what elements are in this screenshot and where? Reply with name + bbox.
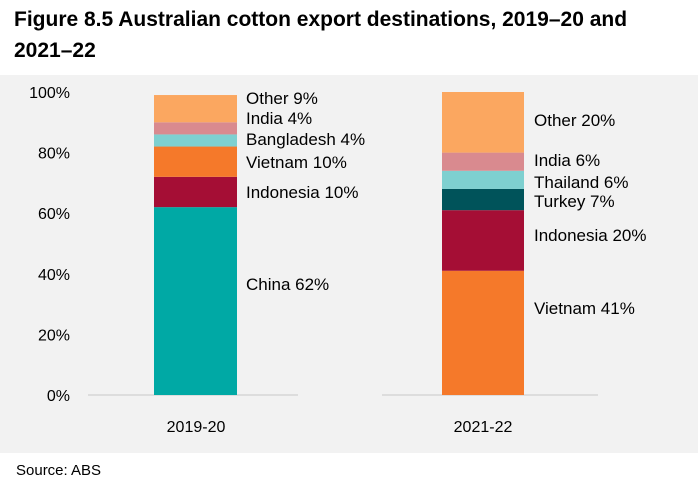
plot-area (0, 75, 698, 453)
bar-segment-2021-22-indonesia-20 (442, 210, 524, 271)
data-label-2019-20-india-4: India 4% (246, 109, 312, 128)
y-tick-label-40: 40% (38, 267, 70, 284)
data-label-2019-20-vietnam-10: Vietnam 10% (246, 153, 347, 172)
bar-segment-2019-20-other-9 (154, 95, 237, 123)
data-label-2019-20-indonesia-10: Indonesia 10% (246, 183, 358, 202)
bar-segment-2021-22-other-20 (442, 92, 524, 153)
y-tick-label-60: 60% (38, 206, 70, 223)
data-label-2021-22-india-6: India 6% (534, 151, 600, 170)
y-tick-label-80: 80% (38, 146, 70, 163)
data-label-2021-22-turkey-7: Turkey 7% (534, 192, 615, 211)
bar-segment-2019-20-bangladesh-4 (154, 134, 237, 147)
data-label-2019-20-china-62: China 62% (246, 275, 329, 294)
bar-segment-2021-22-india-6 (442, 152, 524, 171)
x-tick-label-2019-20: 2019-20 (167, 419, 226, 436)
data-label-2019-20-bangladesh-4: Bangladesh 4% (246, 130, 365, 149)
bar-segment-2019-20-indonesia-10 (154, 176, 237, 208)
bar-segment-2019-20-vietnam-10 (154, 146, 237, 177)
bar-segment-2021-22-vietnam-41 (442, 270, 524, 395)
data-label-2021-22-indonesia-20: Indonesia 20% (534, 226, 646, 245)
data-label-2021-22-other-20: Other 20% (534, 111, 615, 130)
title-band (0, 0, 698, 75)
y-tick-label-0: 0% (47, 388, 70, 405)
x-tick-label-2021-22: 2021-22 (454, 419, 513, 436)
bar-segment-2019-20-india-4 (154, 122, 237, 135)
bar-segment-2021-22-turkey-7 (442, 188, 524, 211)
data-label-2019-20-other-9: Other 9% (246, 89, 318, 108)
y-tick-label-100: 100% (29, 85, 70, 102)
data-label-2021-22-thailand-6: Thailand 6% (534, 173, 629, 192)
source-note: Source: ABS (16, 462, 102, 479)
y-tick-label-20: 20% (38, 327, 70, 344)
bar-segment-2019-20-china-62 (154, 207, 237, 395)
chart-title: Figure 8.5 Australian cotton export dest… (14, 8, 628, 62)
data-label-2021-22-vietnam-41: Vietnam 41% (534, 299, 635, 318)
bar-segment-2021-22-thailand-6 (442, 170, 524, 189)
